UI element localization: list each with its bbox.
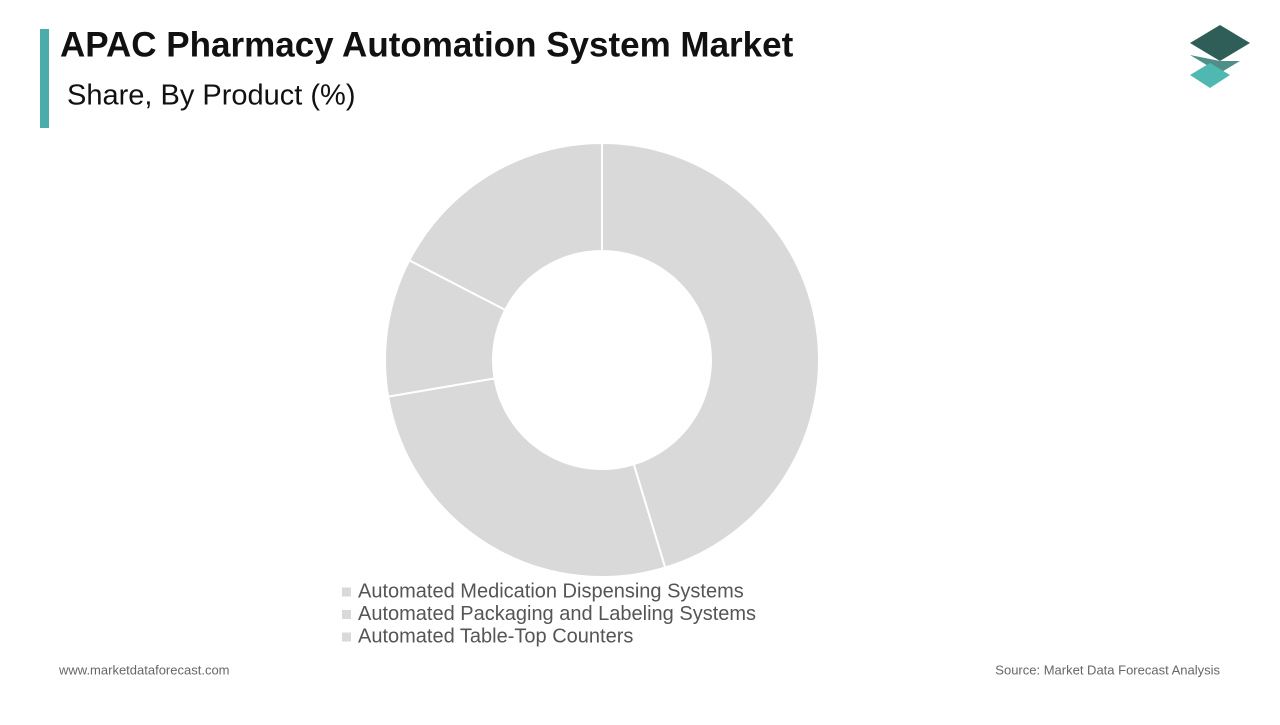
legend-label: Automated Table-Top Counters: [358, 625, 633, 647]
chart-subtitle: Share, By Product (%): [67, 80, 356, 112]
legend-marker: [342, 587, 351, 597]
donut: [384, 141, 820, 578]
website: www.marketdataforecast.com: [58, 662, 230, 677]
legend-label: Automated Packaging and Labeling Systems: [358, 603, 756, 625]
legend: Automated Medication Dispensing SystemsA…: [342, 580, 756, 647]
donut-slice: [601, 141, 820, 569]
legend-marker: [342, 610, 351, 619]
donut-slice: [386, 377, 667, 578]
title-accent: [40, 29, 49, 128]
source: Source: Market Data Forecast Analysis: [995, 662, 1220, 677]
chart-title: APAC Pharmacy Automation System Market: [60, 25, 794, 64]
donut-slice: [407, 141, 603, 312]
legend-marker: [342, 632, 351, 642]
logo: [1190, 25, 1250, 88]
legend-label: Automated Medication Dispensing Systems: [358, 580, 744, 602]
